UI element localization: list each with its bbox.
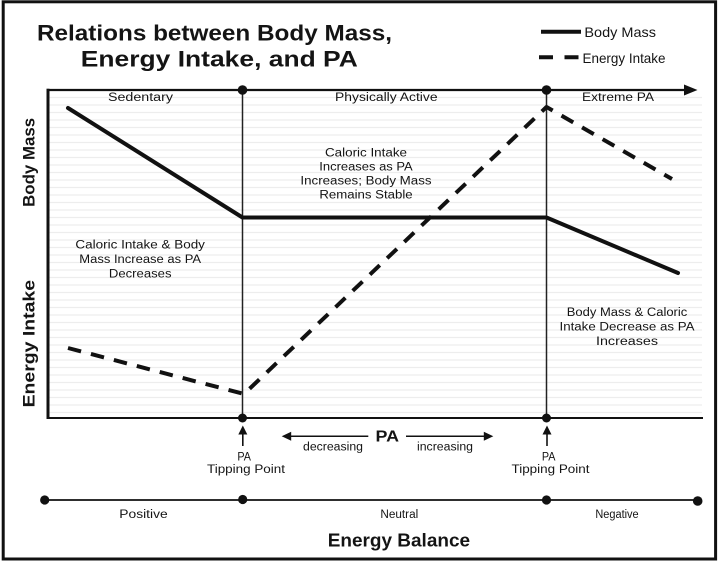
- svg-text:Mass Increase as PA: Mass Increase as PA: [79, 254, 201, 266]
- svg-text:PA: PA: [376, 429, 400, 446]
- svg-text:increasing: increasing: [417, 441, 473, 453]
- svg-text:Increases; Body Mass: Increases; Body Mass: [300, 176, 431, 188]
- svg-text:Physically Active: Physically Active: [335, 92, 438, 104]
- svg-text:Caloric Intake & Body: Caloric Intake & Body: [75, 240, 205, 252]
- svg-text:Remains Stable: Remains Stable: [319, 189, 412, 201]
- svg-text:Body Mass: Body Mass: [20, 118, 39, 207]
- svg-text:Tipping Point: Tipping Point: [207, 464, 286, 476]
- svg-text:Neutral: Neutral: [380, 509, 418, 521]
- svg-text:Positive: Positive: [119, 509, 167, 521]
- svg-text:Negative: Negative: [595, 509, 638, 521]
- svg-text:Decreases: Decreases: [109, 269, 172, 281]
- svg-text:PA: PA: [237, 452, 251, 464]
- svg-text:Energy Balance: Energy Balance: [328, 531, 470, 551]
- svg-text:Extreme PA: Extreme PA: [582, 92, 654, 104]
- svg-text:Energy Intake: Energy Intake: [20, 280, 39, 408]
- svg-text:Relations between Body Mass,: Relations between Body Mass,: [37, 21, 392, 46]
- svg-text:Tipping Point: Tipping Point: [512, 464, 591, 476]
- svg-text:Intake Decrease as PA: Intake Decrease as PA: [560, 322, 695, 334]
- svg-text:Sedentary: Sedentary: [108, 92, 173, 104]
- svg-text:Body Mass & Caloric: Body Mass & Caloric: [567, 307, 688, 319]
- svg-text:decreasing: decreasing: [303, 441, 363, 453]
- svg-text:Energy Intake: Energy Intake: [583, 50, 666, 66]
- svg-text:Increases: Increases: [596, 336, 658, 348]
- svg-text:PA: PA: [542, 452, 556, 464]
- svg-text:Body Mass: Body Mass: [584, 24, 656, 40]
- svg-text:Increases as PA: Increases as PA: [319, 161, 413, 173]
- svg-text:Caloric Intake: Caloric Intake: [325, 147, 407, 159]
- svg-text:Energy Intake, and PA: Energy Intake, and PA: [81, 46, 358, 71]
